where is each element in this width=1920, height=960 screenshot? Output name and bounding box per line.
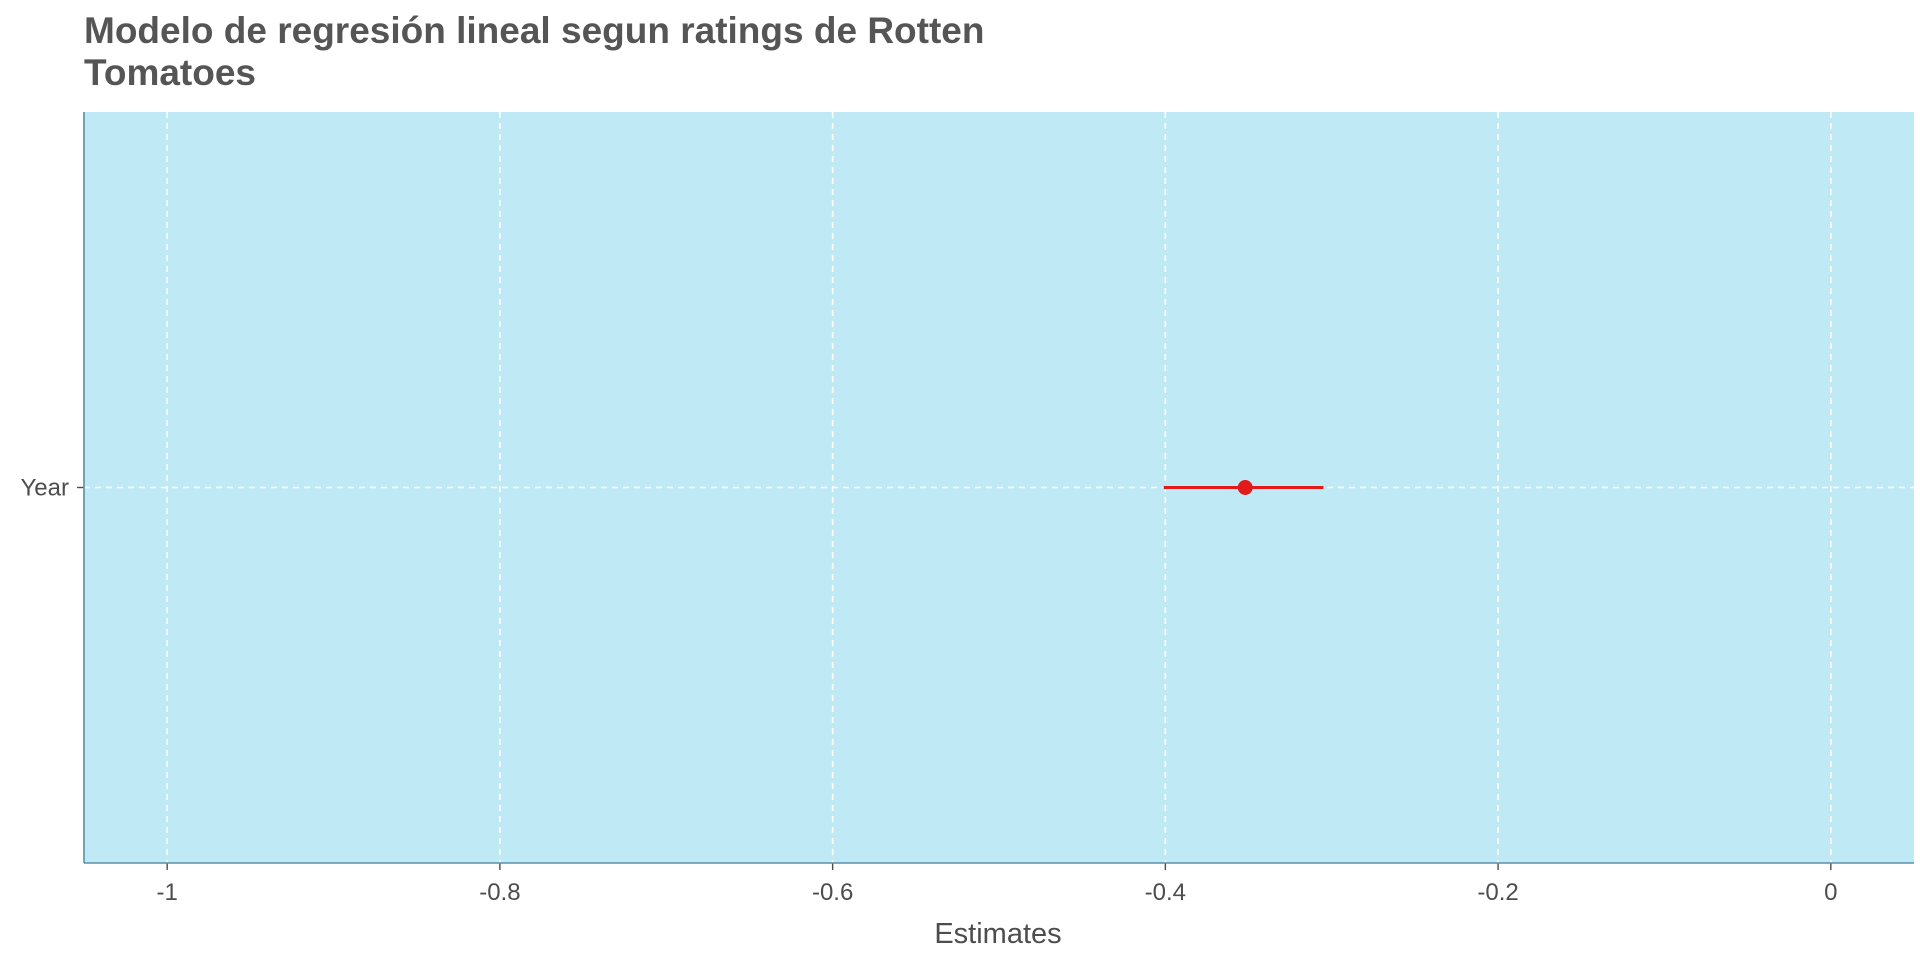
axes: -1 -0.8 -0.6 -0.4 -0.2 0 Year xyxy=(21,112,1914,906)
x-tick-label: 0 xyxy=(1824,879,1837,906)
estimate-point xyxy=(1237,480,1253,495)
x-tick-label: -0.4 xyxy=(1145,879,1186,906)
x-tick-label: -0.8 xyxy=(479,879,520,906)
x-tick-label: -1 xyxy=(157,879,178,906)
estimate-marks xyxy=(1163,480,1324,495)
x-tick-label: -0.2 xyxy=(1477,879,1518,906)
y-tick-label: Year xyxy=(21,475,70,502)
x-axis-title: Estimates xyxy=(934,918,1061,950)
x-tick-label: -0.6 xyxy=(812,879,853,906)
chart-title: Modelo de regresión lineal segun ratings… xyxy=(84,10,985,93)
